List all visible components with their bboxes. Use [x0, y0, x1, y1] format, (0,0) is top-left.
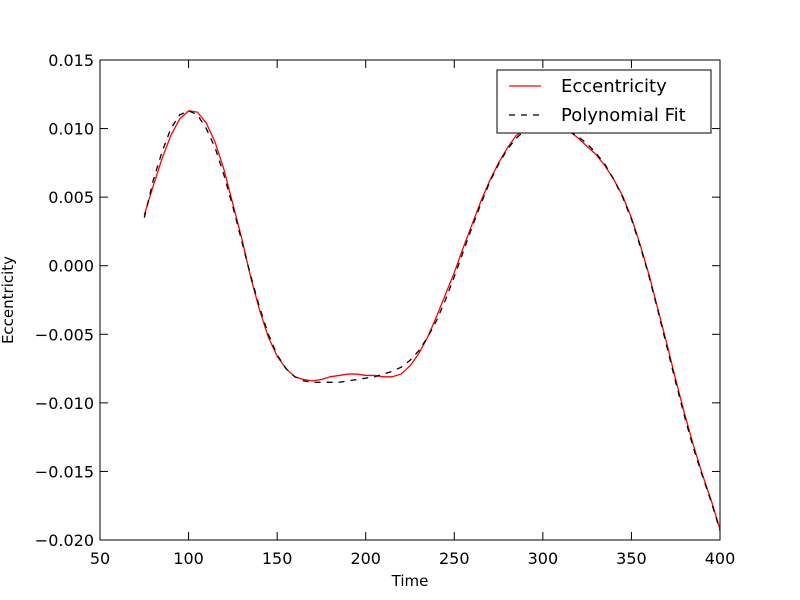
y-tick-label: 0.015	[48, 51, 94, 70]
x-tick-label: 150	[262, 549, 293, 568]
y-tick-label: 0.010	[48, 120, 94, 139]
y-tick-label: −0.015	[35, 462, 94, 481]
plot-area	[100, 60, 720, 540]
y-tick-label: −0.010	[35, 394, 94, 413]
y-tick-label: −0.020	[35, 531, 94, 550]
legend-box	[496, 69, 712, 134]
y-axis-label: Eccentricity	[0, 256, 17, 344]
legend-label-polynomial-fit: Polynomial Fit	[561, 105, 686, 126]
x-tick-label: 50	[90, 549, 110, 568]
legend-label-eccentricity: Eccentricity	[561, 76, 667, 97]
y-tick-label: 0.000	[48, 257, 94, 276]
x-tick-label: 350	[616, 549, 647, 568]
x-tick-label: 400	[705, 549, 736, 568]
x-axis-label: Time	[391, 572, 429, 590]
x-tick-label: 250	[439, 549, 470, 568]
y-tick-label: −0.005	[35, 325, 94, 344]
x-tick-label: 200	[350, 549, 381, 568]
ticks-layer: 50 100 150 200 250 300 350 400 0.015 0.010 0.005 0.…	[35, 51, 735, 568]
legend: Eccentricity Polynomial Fit	[496, 69, 712, 134]
x-tick-label: 300	[528, 549, 559, 568]
series-layer	[143, 110, 721, 531]
series-line-polynomial-fit	[143, 110, 721, 531]
y-tick-label: 0.005	[48, 188, 94, 207]
plot-frame	[99, 59, 721, 541]
x-tick-label: 100	[173, 549, 204, 568]
